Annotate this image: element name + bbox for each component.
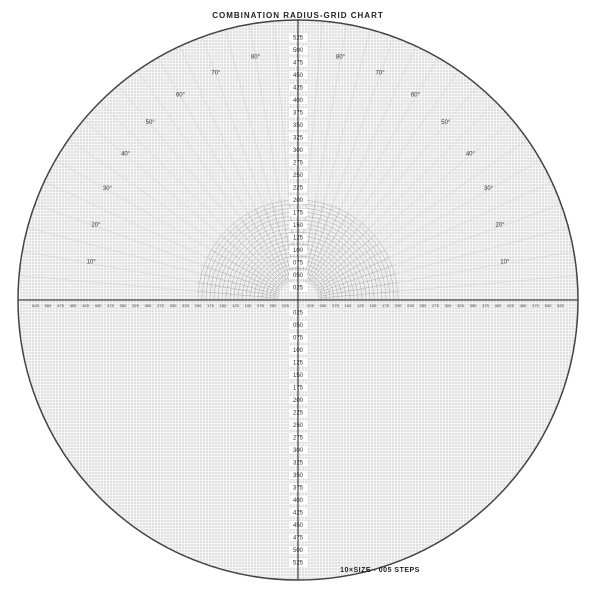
h-scale-label: 450 xyxy=(520,303,527,308)
h-scale-label: 075 xyxy=(257,303,264,308)
chart-title: COMBINATION RADIUS-GRID CHART xyxy=(212,11,384,20)
angle-label: 50° xyxy=(146,120,156,126)
h-scale-label: 375 xyxy=(107,303,114,308)
h-scale-label: 125 xyxy=(232,303,239,308)
h-scale-label: 100 xyxy=(245,303,252,308)
angle-label: 10° xyxy=(87,260,97,266)
h-scale-label: 225 xyxy=(182,303,189,308)
h-scale-label: 400 xyxy=(495,303,502,308)
h-scale-label: 375 xyxy=(482,303,489,308)
h-scale-label: 025 xyxy=(282,303,289,308)
angle-label: 20° xyxy=(91,222,101,228)
h-scale-label: 275 xyxy=(157,303,164,308)
angle-label: 80° xyxy=(251,55,261,61)
h-scale-label: 025 xyxy=(307,303,314,308)
angle-label: 60° xyxy=(176,92,186,98)
angle-label: 40° xyxy=(121,151,131,157)
angle-label: 30° xyxy=(103,186,113,192)
h-scale-label: 400 xyxy=(95,303,102,308)
h-scale-label: 050 xyxy=(320,303,327,308)
angle-label: 30° xyxy=(484,186,494,192)
h-scale-label: 500 xyxy=(45,303,52,308)
h-scale-label: 150 xyxy=(220,303,227,308)
h-scale-label: 475 xyxy=(57,303,64,308)
h-scale-label: 250 xyxy=(420,303,427,308)
h-scale-label: 200 xyxy=(395,303,402,308)
h-scale-label: 500 xyxy=(545,303,552,308)
angle-label: 50° xyxy=(441,120,451,126)
h-scale-label: 175 xyxy=(207,303,214,308)
h-scale-label: 300 xyxy=(445,303,452,308)
h-scale-label: 525 xyxy=(557,303,564,308)
angle-label: 40° xyxy=(466,151,476,157)
h-scale-label: 150 xyxy=(370,303,377,308)
h-scale-label: 225 xyxy=(407,303,414,308)
angle-label: 70° xyxy=(211,70,221,76)
h-scale-label: 125 xyxy=(357,303,364,308)
h-scale-label: 300 xyxy=(145,303,152,308)
h-scale-label: 050 xyxy=(270,303,277,308)
h-scale-label: 325 xyxy=(457,303,464,308)
chart-footer: 10×SIZE - 005 STEPS xyxy=(340,567,420,574)
angle-label: 60° xyxy=(411,92,421,98)
h-scale-label: 075 xyxy=(332,303,339,308)
h-scale-label: 250 xyxy=(170,303,177,308)
h-scale-label: 450 xyxy=(70,303,77,308)
h-scale-label: 325 xyxy=(132,303,139,308)
angle-label: 20° xyxy=(495,222,505,228)
radius-grid-chart: 025 050 075 100 125 150 175 200 225 250 275 300 325 3… xyxy=(0,0,597,600)
angle-label: 70° xyxy=(376,70,386,76)
h-scale-label: 425 xyxy=(507,303,514,308)
chart-container: 025 050 075 100 125 150 175 200 225 250 275 300 325 3… xyxy=(0,0,597,600)
h-scale-label: 175 xyxy=(382,303,389,308)
h-scale-label: 425 xyxy=(82,303,89,308)
h-scale-label: 350 xyxy=(120,303,127,308)
angle-label: 10° xyxy=(500,260,510,266)
h-scale-label: 100 xyxy=(345,303,352,308)
angle-label: 80° xyxy=(336,55,346,61)
h-scale-label: 350 xyxy=(470,303,477,308)
h-scale-label: 200 xyxy=(195,303,202,308)
h-scale-label: 275 xyxy=(432,303,439,308)
h-scale-label: 525 xyxy=(32,303,39,308)
h-scale-label: 475 xyxy=(532,303,539,308)
